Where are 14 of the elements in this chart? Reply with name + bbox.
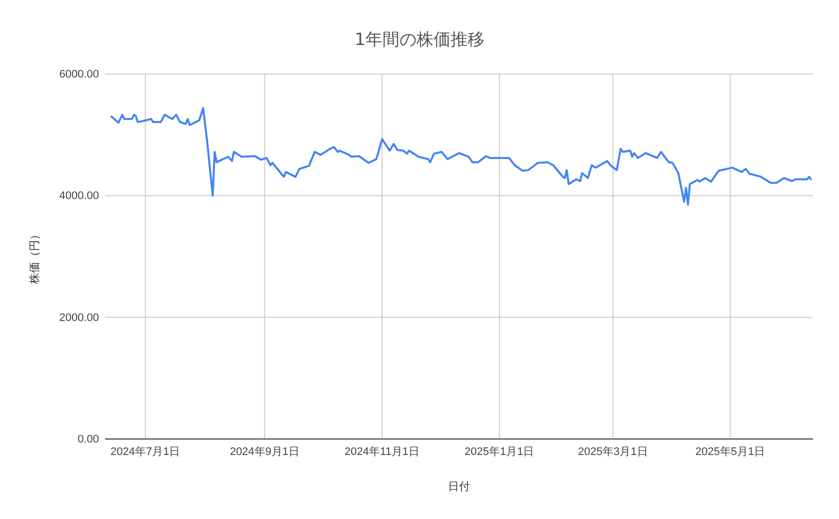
x-tick-label: 2024年9月1日 — [230, 446, 300, 458]
y-tick-label: 2000.00 — [59, 312, 99, 324]
x-tick-label: 2025年5月1日 — [695, 446, 766, 458]
y-tick-label: 0.00 — [78, 434, 99, 446]
x-tick-label: 2024年11月1日 — [344, 446, 420, 458]
line-series — [110, 107, 812, 206]
x-axis-title: 日付 — [448, 480, 470, 493]
y-tick-label: 4000.00 — [59, 190, 99, 202]
x-tick-label: 2025年3月1日 — [578, 446, 648, 458]
x-tick-label: 2025年1月1日 — [464, 446, 534, 458]
chart-title: 1年間の株価推移 — [354, 30, 484, 50]
y-axis-title: 株価（円） — [28, 229, 41, 285]
y-tick-label: 6000.00 — [59, 68, 99, 81]
x-tick-label: 2024年7月1日 — [110, 446, 180, 458]
